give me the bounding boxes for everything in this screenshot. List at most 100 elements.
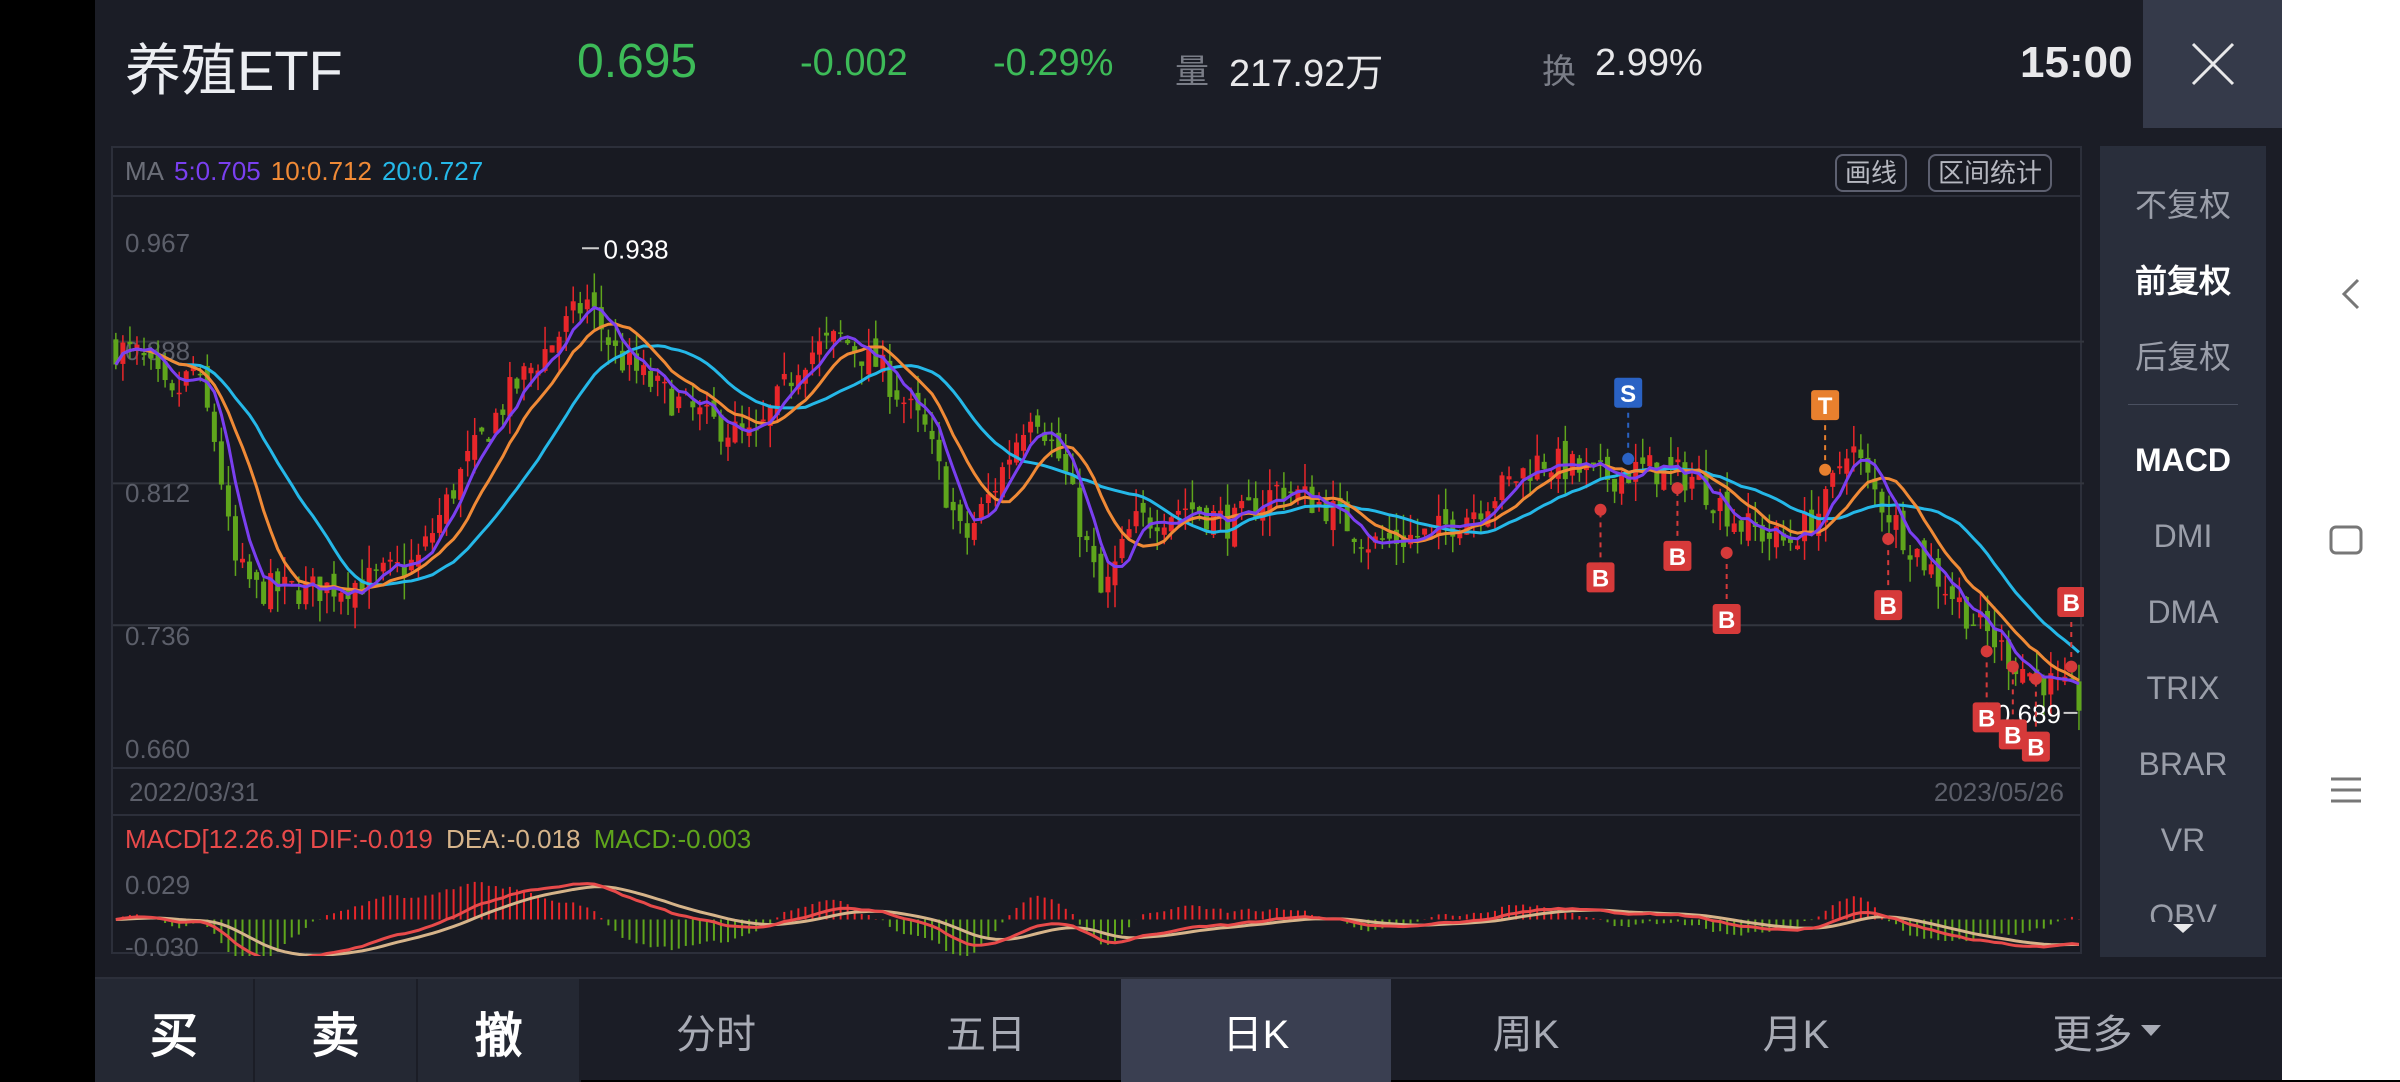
candle-body bbox=[992, 491, 998, 493]
turnover-value: 2.99% bbox=[1595, 42, 1703, 84]
candle-body bbox=[648, 370, 654, 387]
scroll-down-icon[interactable] bbox=[2173, 924, 2193, 933]
candle-body bbox=[1562, 440, 1568, 480]
marker-b-badge bbox=[1663, 540, 1692, 571]
tab-weekly-k[interactable]: 周K bbox=[1492, 1012, 1560, 1057]
candle-body bbox=[922, 414, 928, 425]
candle-body bbox=[929, 430, 935, 440]
candle-body bbox=[1703, 471, 1709, 506]
candle-body bbox=[2048, 673, 2054, 695]
candle-body bbox=[1893, 515, 1899, 530]
candle-body bbox=[211, 411, 217, 442]
adjust-backward[interactable]: 后复权 bbox=[2134, 339, 2231, 375]
y-tick-label: 0.967 bbox=[125, 228, 190, 258]
indicator-obv[interactable]: OBV bbox=[2149, 898, 2217, 922]
indicator-dmi[interactable]: DMI bbox=[2153, 518, 2213, 554]
candle-body bbox=[310, 576, 316, 587]
candle-body bbox=[127, 341, 133, 345]
candle-body bbox=[373, 569, 379, 571]
candle-body bbox=[1006, 459, 1012, 465]
candle-body bbox=[725, 437, 731, 447]
candle-body bbox=[556, 336, 562, 353]
candle-body bbox=[1084, 536, 1090, 541]
candle-body bbox=[1443, 509, 1449, 525]
candle-body bbox=[1992, 627, 1998, 648]
candle-body bbox=[366, 567, 372, 588]
candle-body bbox=[795, 375, 801, 390]
cancel-order-button[interactable]: 撤 bbox=[418, 979, 581, 1082]
range-stats-button[interactable]: 区间统计 bbox=[1928, 154, 2053, 192]
recents-icon[interactable] bbox=[2328, 774, 2364, 806]
draw-line-button[interactable]: 画线 bbox=[1835, 154, 1908, 192]
marker-b-badge bbox=[1998, 719, 2027, 750]
tab-intraday[interactable]: 分时 bbox=[676, 1012, 756, 1057]
candle-body bbox=[852, 346, 858, 354]
macd-y-tick: 0.029 bbox=[125, 870, 190, 900]
candle-body bbox=[268, 573, 274, 610]
tab-daily-k[interactable]: 日K bbox=[1121, 979, 1391, 1082]
home-icon[interactable] bbox=[2328, 524, 2364, 558]
indicator-dma[interactable]: DMA bbox=[2147, 594, 2219, 630]
adjust-none[interactable]: 不复权 bbox=[2134, 187, 2231, 223]
candle-body bbox=[507, 377, 513, 417]
candle-body bbox=[1218, 510, 1224, 515]
dropdown-icon bbox=[2140, 1025, 2161, 1036]
close-button[interactable] bbox=[2143, 0, 2282, 128]
candle-body bbox=[1809, 509, 1815, 534]
candle-body bbox=[1590, 462, 1596, 465]
candle-body bbox=[1295, 489, 1301, 501]
candle-body bbox=[669, 388, 675, 416]
candle-body bbox=[1654, 462, 1660, 485]
buy-button[interactable]: 买 bbox=[95, 979, 255, 1082]
kline-chart[interactable]: MA 5:0.705 10:0.712 20:0.727 画线 区间统计 202… bbox=[111, 146, 2084, 956]
candle-body bbox=[444, 494, 450, 524]
candle-body bbox=[2041, 675, 2047, 696]
candle-body bbox=[1098, 553, 1104, 593]
candle-body bbox=[1499, 475, 1505, 501]
candle-body bbox=[1865, 457, 1871, 473]
bottom-bar: 买 卖 撤 分时 五日 日K 周K 月K 更多 bbox=[95, 977, 2282, 1082]
candle-body bbox=[1013, 442, 1019, 463]
adjust-forward[interactable]: 前复权 bbox=[2134, 263, 2231, 299]
candle-body bbox=[1928, 564, 1934, 575]
marker-dot bbox=[1720, 546, 1733, 559]
candle-body bbox=[1745, 513, 1751, 541]
candle-body bbox=[254, 572, 260, 580]
high-label: 0.938 bbox=[604, 234, 669, 264]
candle-body bbox=[1358, 547, 1364, 549]
candle-body bbox=[831, 331, 837, 342]
candle-body bbox=[936, 439, 942, 462]
sell-button[interactable]: 卖 bbox=[255, 979, 418, 1082]
indicator-vr[interactable]: VR bbox=[2160, 822, 2206, 858]
tab-five-day[interactable]: 五日 bbox=[946, 1012, 1026, 1057]
candle-body bbox=[1963, 597, 1969, 629]
marker-b-label: B bbox=[2004, 722, 2021, 749]
indicator-macd[interactable]: MACD bbox=[2135, 442, 2231, 478]
marker-dot bbox=[2029, 672, 2042, 685]
candle-body bbox=[303, 581, 309, 605]
candle-body bbox=[514, 378, 520, 389]
more-button[interactable]: 更多 bbox=[1931, 979, 2282, 1082]
price-change-pct: -0.29% bbox=[993, 42, 1114, 84]
ma20-value: 20:0.727 bbox=[381, 156, 484, 186]
indicator-trix[interactable]: TRIX bbox=[2146, 670, 2220, 706]
tab-monthly-k[interactable]: 月K bbox=[1762, 1012, 1830, 1057]
candle-body bbox=[155, 354, 161, 369]
back-icon[interactable] bbox=[2336, 274, 2366, 314]
candle-body bbox=[1816, 513, 1822, 536]
candle-body bbox=[584, 299, 590, 310]
indicator-brar[interactable]: BRAR bbox=[2138, 746, 2228, 782]
macd-legend: MACD[12.26.9] DIF:-0.019 DEA:-0.018 MACD… bbox=[125, 824, 751, 855]
candle-body bbox=[429, 533, 435, 543]
candle-body bbox=[1091, 545, 1097, 563]
candle-body bbox=[500, 409, 506, 415]
candle-body bbox=[634, 353, 640, 371]
candle-body bbox=[458, 469, 464, 500]
candle-body bbox=[887, 360, 893, 397]
candle-body bbox=[1330, 501, 1336, 531]
candle-body bbox=[1042, 432, 1048, 442]
y-tick-label: 0.736 bbox=[125, 621, 190, 651]
candle-body bbox=[866, 346, 872, 375]
candle-body bbox=[1436, 515, 1442, 535]
